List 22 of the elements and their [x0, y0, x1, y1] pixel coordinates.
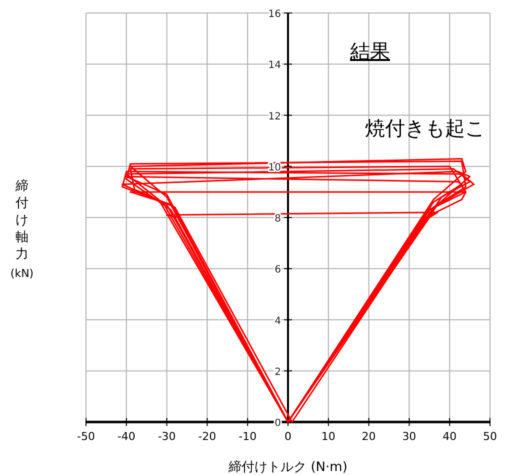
y-tick-label: 8	[274, 214, 281, 224]
x-tick-label: -10	[238, 430, 257, 443]
x-tick-label: 30	[402, 430, 416, 443]
y-axis-title: 締付け軸力 (kN)	[10, 179, 34, 280]
x-tick-label: -20	[198, 430, 216, 443]
x-tick-label: 50	[483, 430, 497, 443]
y-tick-label: 2	[274, 366, 281, 378]
y-tick-label: 14	[268, 60, 281, 72]
x-tick-label: -30	[158, 430, 176, 443]
x-tick-label: 40	[442, 430, 457, 443]
y-tick-label: 4	[274, 316, 281, 327]
x-tick-label: -50	[77, 430, 95, 443]
y-tick-label: 16	[268, 9, 281, 20]
x-axis-title: 締付けトルク (N·m)	[228, 460, 348, 475]
x-tick-label: 0	[284, 430, 292, 443]
y-tick-label: 12	[268, 111, 281, 122]
x-tick-label: 10	[321, 430, 336, 443]
x-tick-label: -40	[117, 430, 136, 443]
y-tick-label: 6	[274, 264, 281, 276]
annotation: 結果	[349, 39, 390, 63]
annotation: 焼付きも起こ	[365, 116, 485, 140]
x-tick-label: 20	[362, 430, 376, 443]
